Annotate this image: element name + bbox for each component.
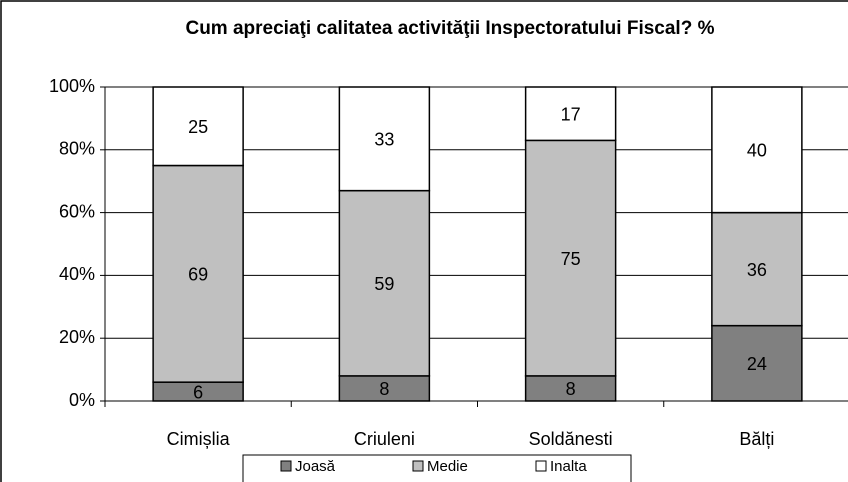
bar-segment [711,211,803,327]
legend-label: Inalta [550,458,587,475]
bar-segment [152,164,244,383]
data-label: 24 [747,354,767,374]
x-tick-label: Criuleni [354,429,415,449]
y-tick-label: 100% [49,76,95,96]
legend-label: Joasă [295,458,336,475]
bar-segment [524,375,617,402]
bar-segment [338,375,431,402]
data-label: 75 [561,249,581,269]
bar-segment [152,86,244,167]
legend-swatch [535,460,547,472]
legend-box [242,454,632,482]
data-label: 25 [188,117,208,137]
data-label: 6 [193,382,203,402]
x-tick-label: Bălți [739,429,774,449]
bar-segment [338,86,431,192]
x-tick-label: Soldănesti [529,429,613,449]
legend-swatch [412,460,424,472]
y-tick-label: 40% [59,264,95,284]
data-label: 36 [747,260,767,280]
data-label: 17 [561,104,581,124]
chart-title: Cum apreciaţi calitatea activităţii Insp… [185,18,715,39]
y-tick-label: 60% [59,201,95,221]
bar-segment [338,189,431,377]
bar-segment [711,86,803,214]
data-label: 8 [379,379,389,399]
legend-swatch [280,460,292,472]
bar-segment [524,86,617,142]
data-label: 33 [374,130,394,150]
y-tick-label: 80% [59,139,95,159]
legend-label: Medie [427,458,468,475]
data-label: 40 [747,141,767,161]
y-tick-label: 0% [69,390,95,410]
data-label: 69 [188,265,208,285]
bar-segment [524,139,617,377]
data-label: 59 [374,274,394,294]
y-tick-label: 20% [59,327,95,347]
x-tick-label: Cimișlia [167,429,231,449]
data-label: 8 [566,379,576,399]
